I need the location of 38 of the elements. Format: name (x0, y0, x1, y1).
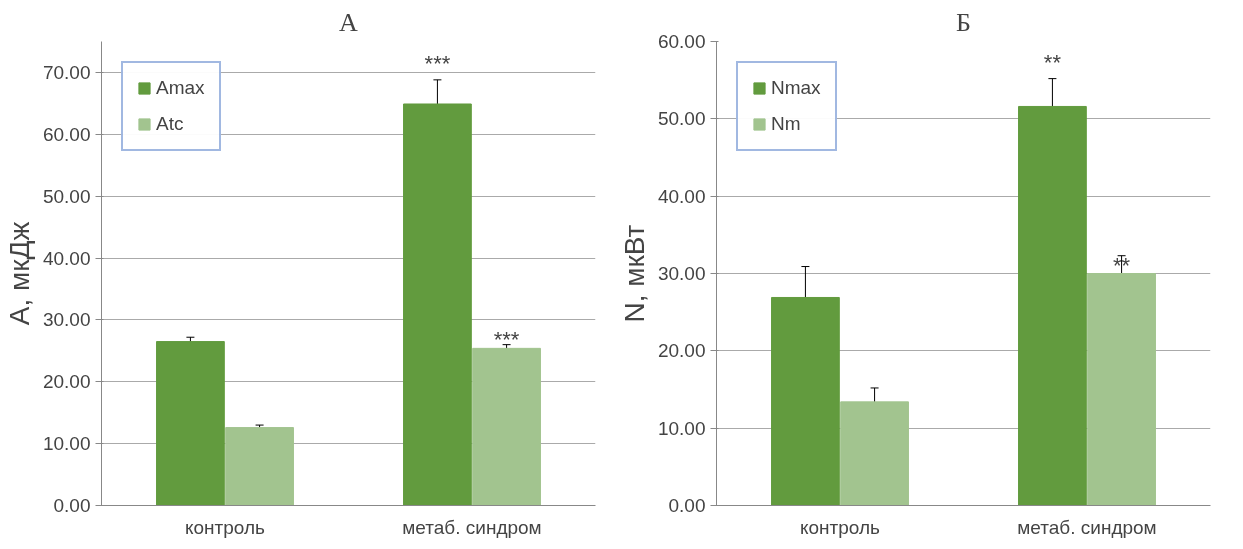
bar (771, 296, 840, 506)
y-tick-label: 0.00 (668, 495, 706, 516)
bar (1087, 273, 1156, 506)
chart-title: А (339, 7, 359, 37)
y-axis-title: N, мкВт (618, 224, 650, 323)
annotation: *** (424, 50, 451, 76)
chart-title: Б (956, 7, 971, 37)
y-tick-label: 60.00 (42, 123, 91, 145)
y-tick-label: 10.00 (657, 417, 706, 439)
y-tick-label: 10.00 (42, 433, 91, 455)
y-tick-label: 60.00 (657, 31, 706, 52)
bar (472, 347, 541, 506)
legend-label: Nm (771, 113, 801, 135)
annotation: ** (1043, 49, 1062, 75)
y-tick-label: 20.00 (657, 340, 706, 362)
x-tick-label: контроль (800, 516, 881, 538)
bar (225, 427, 294, 506)
y-axis-title: А, мкДж (3, 221, 35, 326)
legend-label: Amax (156, 77, 205, 99)
y-tick-label: 40.00 (42, 247, 91, 269)
y-tick-label: 50.00 (42, 185, 91, 207)
y-tick-label: 20.00 (42, 371, 91, 393)
bar (1018, 105, 1087, 506)
x-tick-label: метаб. синдром (402, 516, 542, 538)
legend-label: Atc (156, 113, 184, 135)
annotation: *** (493, 327, 520, 353)
x-tick-label: контроль (185, 516, 266, 538)
y-tick-label: 30.00 (657, 263, 706, 284)
y-tick-label: 0.00 (53, 495, 91, 516)
bar (840, 401, 909, 506)
x-tick-label: метаб. синдром (1017, 516, 1157, 538)
y-tick-label: 70.00 (42, 61, 91, 83)
bar (156, 341, 225, 506)
y-tick-label: 30.00 (42, 309, 91, 331)
y-tick-label: 40.00 (657, 185, 706, 207)
legend-label: Nmax (771, 77, 821, 99)
y-tick-label: 50.00 (657, 108, 706, 130)
bar (403, 103, 472, 506)
